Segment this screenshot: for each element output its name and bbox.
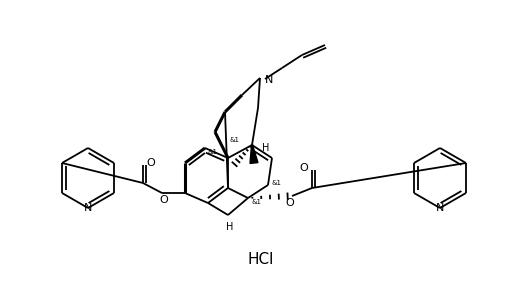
Text: N: N — [436, 203, 444, 213]
Text: &1: &1 — [251, 199, 261, 205]
Text: O: O — [300, 163, 309, 173]
Text: O: O — [146, 158, 155, 168]
Text: &1: &1 — [271, 180, 281, 186]
Text: &1: &1 — [230, 137, 240, 143]
Text: H: H — [262, 143, 269, 153]
Text: HCl: HCl — [248, 253, 274, 267]
Text: O: O — [286, 198, 294, 208]
Polygon shape — [250, 145, 258, 164]
Text: &1: &1 — [208, 149, 218, 155]
Text: H: H — [226, 222, 234, 232]
Text: N: N — [265, 75, 274, 85]
Text: O: O — [160, 195, 168, 205]
Text: N: N — [84, 203, 92, 213]
